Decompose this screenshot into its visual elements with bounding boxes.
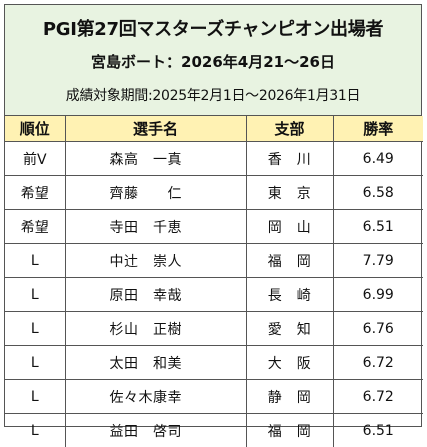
rank-cell: L bbox=[5, 414, 65, 447]
column-header-name: 選手名 bbox=[65, 116, 246, 142]
branch-cell: 東 京 bbox=[246, 176, 333, 210]
column-header-branch: 支部 bbox=[246, 116, 333, 142]
win-rate-cell: 7.79 bbox=[333, 244, 423, 278]
table-row: 前V 森高 一真 香 川 6.49 bbox=[5, 142, 423, 176]
win-rate-cell: 6.76 bbox=[333, 312, 423, 346]
win-rate-cell: 6.51 bbox=[333, 414, 423, 447]
table-row: L 太田 和美 大 阪 6.72 bbox=[5, 346, 423, 380]
table-row: L 佐々木康幸 静 岡 6.72 bbox=[5, 380, 423, 414]
branch-cell: 大 阪 bbox=[246, 346, 333, 380]
racer-name-cell: 寺田 千恵 bbox=[65, 210, 246, 244]
branch-cell: 長 崎 bbox=[246, 278, 333, 312]
win-rate-cell: 6.49 bbox=[333, 142, 423, 176]
venue-dates: 宮島ボート：2026年4月21～26日 bbox=[5, 51, 421, 72]
page-title: PGⅠ第27回マスターズチャンピオン出場者 bbox=[5, 15, 421, 41]
racer-name-cell: 太田 和美 bbox=[65, 346, 246, 380]
table-row: L 原田 幸哉 長 崎 6.99 bbox=[5, 278, 423, 312]
participants-sheet: PGⅠ第27回マスターズチャンピオン出場者 宮島ボート：2026年4月21～26… bbox=[4, 4, 422, 427]
rank-cell: L bbox=[5, 312, 65, 346]
evaluation-period: 成績対象期間:2025年2月1日～2026年1月31日 bbox=[5, 85, 421, 105]
win-rate-cell: 6.72 bbox=[333, 380, 423, 414]
racer-name-cell: 森高 一真 bbox=[65, 142, 246, 176]
table-row: 希望 寺田 千恵 岡 山 6.51 bbox=[5, 210, 423, 244]
win-rate-cell: 6.99 bbox=[333, 278, 423, 312]
participants-table: 順位 選手名 支部 勝率 前V 森高 一真 香 川 6.49 希望 齊藤 仁 東… bbox=[5, 116, 423, 447]
branch-cell: 静 岡 bbox=[246, 380, 333, 414]
rank-cell: L bbox=[5, 380, 65, 414]
table-header-row: 順位 選手名 支部 勝率 bbox=[5, 116, 423, 142]
racer-name-cell: 佐々木康幸 bbox=[65, 380, 246, 414]
branch-cell: 福 岡 bbox=[246, 414, 333, 447]
racer-name-cell: 齊藤 仁 bbox=[65, 176, 246, 210]
table-row: L 益田 啓司 福 岡 6.51 bbox=[5, 414, 423, 447]
win-rate-cell: 6.58 bbox=[333, 176, 423, 210]
column-header-win-rate: 勝率 bbox=[333, 116, 423, 142]
branch-cell: 香 川 bbox=[246, 142, 333, 176]
title-block: PGⅠ第27回マスターズチャンピオン出場者 宮島ボート：2026年4月21～26… bbox=[5, 5, 421, 116]
racer-name-cell: 中辻 崇人 bbox=[65, 244, 246, 278]
win-rate-cell: 6.51 bbox=[333, 210, 423, 244]
rank-cell: L bbox=[5, 278, 65, 312]
rank-cell: 希望 bbox=[5, 176, 65, 210]
racer-name-cell: 原田 幸哉 bbox=[65, 278, 246, 312]
table-row: 希望 齊藤 仁 東 京 6.58 bbox=[5, 176, 423, 210]
branch-cell: 岡 山 bbox=[246, 210, 333, 244]
table-row: L 杉山 正樹 愛 知 6.76 bbox=[5, 312, 423, 346]
rank-cell: L bbox=[5, 244, 65, 278]
column-header-rank: 順位 bbox=[5, 116, 65, 142]
rank-cell: 希望 bbox=[5, 210, 65, 244]
rank-cell: 前V bbox=[5, 142, 65, 176]
win-rate-cell: 6.72 bbox=[333, 346, 423, 380]
racer-name-cell: 杉山 正樹 bbox=[65, 312, 246, 346]
racer-name-cell: 益田 啓司 bbox=[65, 414, 246, 447]
table-row: L 中辻 崇人 福 岡 7.79 bbox=[5, 244, 423, 278]
rank-cell: L bbox=[5, 346, 65, 380]
branch-cell: 福 岡 bbox=[246, 244, 333, 278]
branch-cell: 愛 知 bbox=[246, 312, 333, 346]
